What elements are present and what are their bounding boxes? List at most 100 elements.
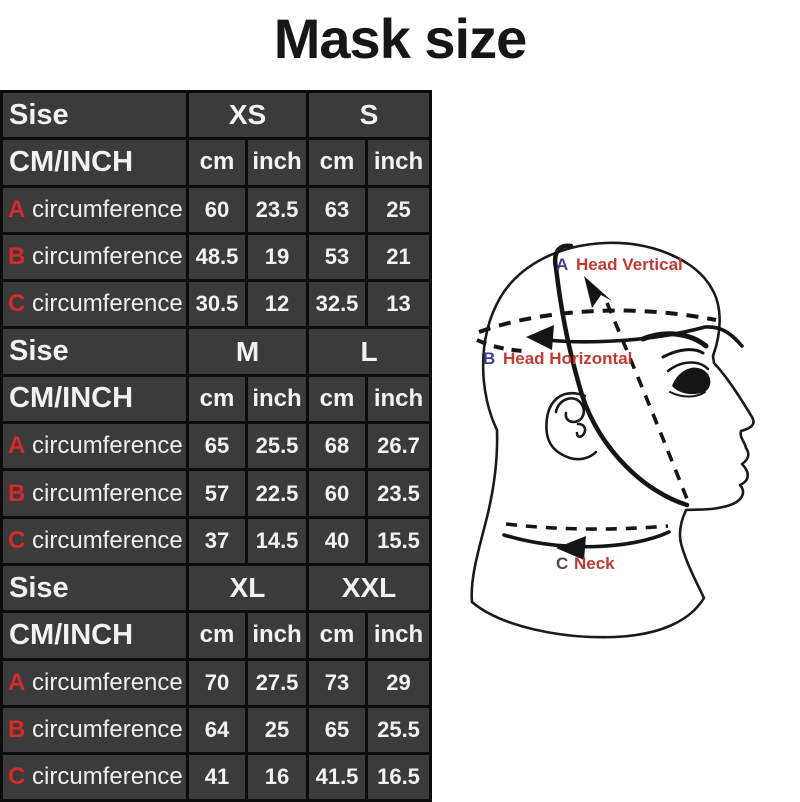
unit-header-label: CM/INCH xyxy=(0,137,189,188)
measurement-label-cell: B circumference xyxy=(0,704,189,756)
value-cell: 40 xyxy=(306,515,369,566)
ear xyxy=(545,391,598,461)
measure-name: circumference xyxy=(32,290,183,318)
neck-band-dashed xyxy=(505,522,669,531)
size-name-cell: XXL xyxy=(306,562,433,614)
vertical-measure-line xyxy=(553,243,690,508)
value-cell: 57 xyxy=(186,468,248,519)
value-cell: 48.5 xyxy=(186,231,248,283)
measure-letter: B xyxy=(8,716,26,743)
measurement-row: C circumference 37 14.5 40 15.5 xyxy=(0,515,433,566)
horizontal-label-letter: B xyxy=(483,349,495,368)
unit-header-row: CM/INCH cm inch cm inch xyxy=(0,610,433,661)
neck-arrowhead-icon xyxy=(556,536,586,560)
measure-letter: C xyxy=(8,526,26,554)
measure-name: circumference xyxy=(32,479,183,507)
measure-name: circumference xyxy=(32,763,183,791)
value-cell: 21 xyxy=(365,231,433,283)
measurement-row: A circumference 60 23.5 63 25 xyxy=(0,184,433,235)
value-cell: 70 xyxy=(186,657,248,708)
measurement-row: B circumference 48.5 19 53 21 xyxy=(0,231,433,283)
vertical-label-text: Head Vertical xyxy=(576,255,683,274)
value-cell: 30.5 xyxy=(186,279,248,330)
eye xyxy=(666,361,711,398)
unit-header-row: CM/INCH cm inch cm inch xyxy=(0,373,433,425)
value-cell: 22.5 xyxy=(244,468,310,519)
value-cell: 64 xyxy=(186,704,248,756)
unit-cell: inch xyxy=(244,137,310,188)
vertical-label-letter: A xyxy=(556,255,568,274)
measurement-row: B circumference 64 25 65 25.5 xyxy=(0,704,433,756)
value-cell: 15.5 xyxy=(365,515,433,566)
neck-measure-line xyxy=(502,530,671,549)
horizontal-arrowhead-icon xyxy=(526,325,554,350)
value-cell: 12 xyxy=(244,279,310,330)
vertical-arrowhead-icon xyxy=(584,276,612,308)
head-measurement-diagram: A Head Vertical B Head Horizontal C Neck xyxy=(470,241,755,639)
unit-cell: inch xyxy=(244,373,310,425)
measurement-row: B circumference 57 22.5 60 23.5 xyxy=(0,468,433,519)
measurement-row: C circumference 30.5 12 32.5 13 xyxy=(0,279,433,330)
size-name-cell: L xyxy=(306,326,433,377)
horizontal-label-text: Head Horizontal xyxy=(503,349,632,368)
unit-cell: inch xyxy=(365,610,433,661)
unit-cell: cm xyxy=(306,137,369,188)
measurement-label-cell: A circumference xyxy=(0,421,189,472)
measure-letter: B xyxy=(8,243,26,271)
measurement-label-cell: A circumference xyxy=(0,184,189,235)
unit-header-label: CM/INCH xyxy=(0,610,189,661)
unit-cell: cm xyxy=(306,373,369,425)
unit-cell: cm xyxy=(186,137,248,188)
size-name-cell: XS xyxy=(185,89,310,141)
unit-cell: inch xyxy=(365,373,433,425)
unit-cell: inch xyxy=(244,610,310,661)
value-cell: 60 xyxy=(306,468,369,519)
value-cell: 23.5 xyxy=(365,468,433,519)
measurement-row: C circumference 41 16 41.5 16.5 xyxy=(0,752,433,802)
vertical-measure-dashed xyxy=(605,302,689,500)
measure-letter: B xyxy=(8,479,26,507)
measurement-label-cell: B circumference xyxy=(0,468,189,519)
measure-name: circumference xyxy=(32,195,183,223)
size-header-row: Sise XL XXL xyxy=(0,562,433,614)
size-table: Sise XS S CM/INCH cm inch cm inch A circ… xyxy=(0,89,433,802)
measure-letter: A xyxy=(8,668,26,696)
unit-cell: cm xyxy=(186,610,248,661)
size-header-row: Sise M L xyxy=(0,326,433,377)
measure-name: circumference xyxy=(32,432,183,460)
unit-cell: cm xyxy=(186,373,248,425)
neck-label-letter: C xyxy=(556,554,568,573)
value-cell: 16.5 xyxy=(365,752,433,802)
horizontal-label: B Head Horizontal xyxy=(483,349,632,368)
size-header-label: Sise xyxy=(0,562,189,614)
value-cell: 23.5 xyxy=(244,184,310,235)
value-cell: 37 xyxy=(186,515,248,566)
neck-label-text: Neck xyxy=(574,554,615,573)
value-cell: 25 xyxy=(365,184,433,235)
measurement-label-cell: C circumference xyxy=(0,515,189,566)
measure-name: circumference xyxy=(32,243,183,271)
measure-letter: A xyxy=(8,432,26,460)
value-cell: 25.5 xyxy=(365,704,433,756)
value-cell: 60 xyxy=(186,184,248,235)
measurement-row: A circumference 65 25.5 68 26.7 xyxy=(0,421,433,472)
horizontal-measure-line xyxy=(546,325,744,348)
unit-cell: cm xyxy=(306,610,369,661)
value-cell: 41.5 xyxy=(306,752,369,802)
value-cell: 25 xyxy=(244,704,310,756)
page-title: Mask size xyxy=(273,7,528,70)
neck-label: C Neck xyxy=(556,554,615,573)
size-header-label: Sise xyxy=(0,326,189,377)
value-cell: 13 xyxy=(365,279,433,330)
value-cell: 19 xyxy=(244,231,310,283)
value-cell: 25.5 xyxy=(244,421,310,472)
value-cell: 65 xyxy=(186,421,248,472)
measure-name: circumference xyxy=(32,716,183,743)
value-cell: 27.5 xyxy=(244,657,310,708)
unit-header-row: CM/INCH cm inch cm inch xyxy=(0,137,433,188)
value-cell: 53 xyxy=(306,231,369,283)
horizontal-band-dashed xyxy=(478,308,717,334)
value-cell: 26.7 xyxy=(365,421,433,472)
head-outline xyxy=(470,241,755,639)
value-cell: 14.5 xyxy=(244,515,310,566)
